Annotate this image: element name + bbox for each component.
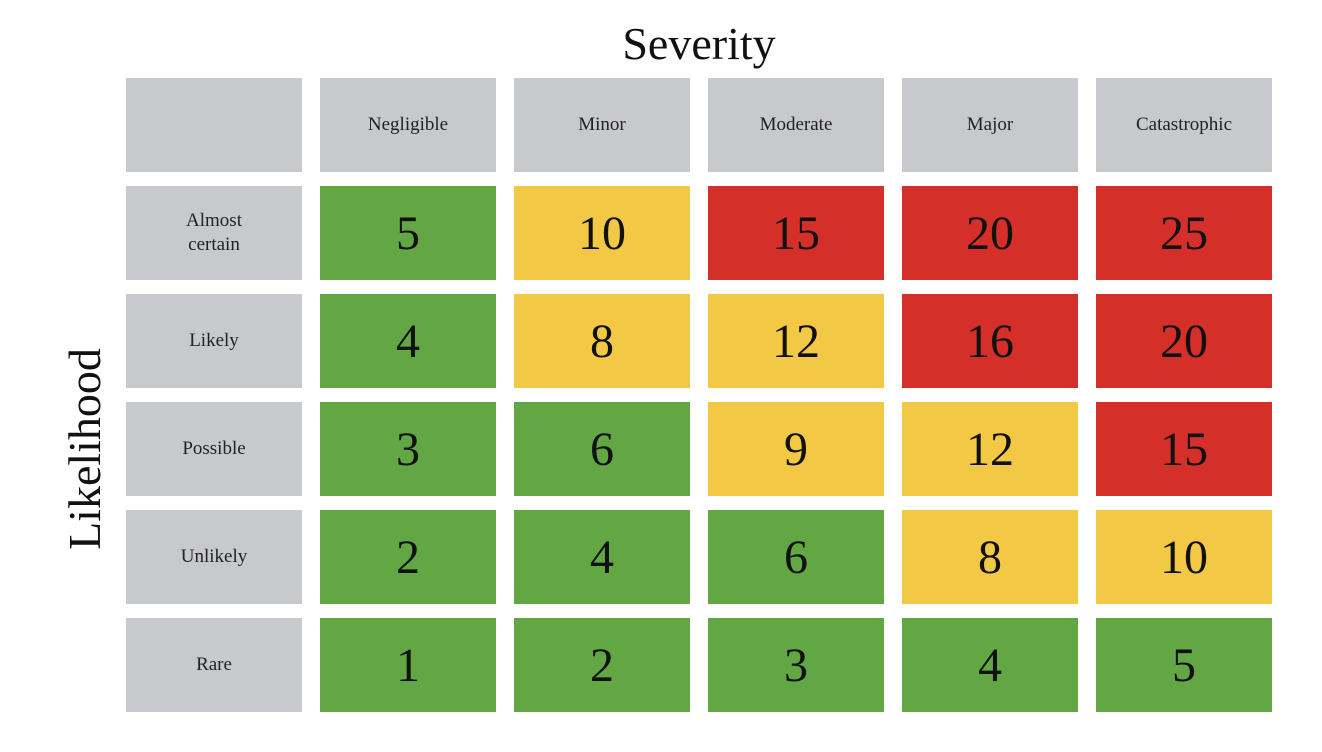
risk-score: 2	[396, 530, 420, 584]
likelihood-header-label: Almost certain	[186, 210, 242, 255]
severity-header-label: Negligible	[367, 114, 449, 135]
risk-cell-medium: 8	[514, 294, 690, 388]
severity-header-moderate: Moderate	[708, 78, 884, 172]
risk-cell-low: 4	[902, 618, 1078, 712]
risk-score: 10	[1160, 530, 1208, 584]
risk-cell-high: 15	[708, 186, 884, 280]
risk-score: 2	[590, 638, 614, 692]
risk-score: 4	[590, 530, 614, 584]
risk-cell-medium: 12	[708, 294, 884, 388]
risk-score: 4	[396, 314, 420, 368]
risk-cell-high: 20	[902, 186, 1078, 280]
severity-header-negligible: Negligible	[320, 78, 496, 172]
risk-cell-low: 4	[320, 294, 496, 388]
risk-matrix: Negligible Minor Moderate Major Catastrophic…	[126, 78, 1272, 712]
risk-score: 25	[1160, 206, 1208, 260]
risk-score: 15	[1160, 422, 1208, 476]
risk-cell-low: 3	[708, 618, 884, 712]
likelihood-header-possible: Possible	[126, 402, 302, 496]
risk-cell-medium: 9	[708, 402, 884, 496]
risk-cell-low: 4	[514, 510, 690, 604]
risk-score: 12	[772, 314, 820, 368]
severity-header-minor: Minor	[514, 78, 690, 172]
risk-score: 3	[396, 422, 420, 476]
severity-header-catastrophic: Catastrophic	[1096, 78, 1272, 172]
risk-cell-low: 5	[320, 186, 496, 280]
risk-cell-low: 2	[514, 618, 690, 712]
risk-cell-high: 16	[902, 294, 1078, 388]
risk-score: 8	[590, 314, 614, 368]
risk-cell-high: 15	[1096, 402, 1272, 496]
risk-cell-low: 2	[320, 510, 496, 604]
likelihood-header-label: Rare	[196, 654, 232, 675]
risk-cell-low: 5	[1096, 618, 1272, 712]
severity-header-label: Major	[966, 114, 1014, 135]
risk-cell-medium: 10	[1096, 510, 1272, 604]
risk-score: 4	[978, 638, 1002, 692]
risk-score: 15	[772, 206, 820, 260]
risk-score: 6	[784, 530, 808, 584]
risk-score: 9	[784, 422, 808, 476]
corner-header-cell	[126, 78, 302, 172]
likelihood-header-likely: Likely	[126, 294, 302, 388]
risk-score: 1	[396, 638, 420, 692]
risk-score: 20	[1160, 314, 1208, 368]
severity-header-major: Major	[902, 78, 1078, 172]
likelihood-header-unlikely: Unlikely	[126, 510, 302, 604]
risk-cell-medium: 10	[514, 186, 690, 280]
risk-score: 3	[784, 638, 808, 692]
severity-header-label: Catastrophic	[1135, 114, 1233, 135]
likelihood-header-label: Likely	[189, 330, 239, 351]
likelihood-axis-title: Likelihood	[59, 348, 110, 550]
risk-score: 8	[978, 530, 1002, 584]
risk-cell-low: 6	[514, 402, 690, 496]
risk-cell-low: 3	[320, 402, 496, 496]
likelihood-header-label: Unlikely	[180, 546, 248, 567]
likelihood-header-almost-certain: Almost certain	[126, 186, 302, 280]
risk-score: 16	[966, 314, 1014, 368]
risk-cell-high: 20	[1096, 294, 1272, 388]
risk-cell-low: 6	[708, 510, 884, 604]
risk-score: 20	[966, 206, 1014, 260]
risk-cell-medium: 8	[902, 510, 1078, 604]
risk-score: 10	[578, 206, 626, 260]
severity-header-label: Moderate	[759, 114, 833, 135]
likelihood-axis-title-container: Likelihood	[57, 186, 113, 712]
risk-score: 12	[966, 422, 1014, 476]
severity-header-label: Minor	[578, 114, 626, 135]
risk-score: 6	[590, 422, 614, 476]
risk-cell-low: 1	[320, 618, 496, 712]
risk-score: 5	[396, 206, 420, 260]
likelihood-header-rare: Rare	[126, 618, 302, 712]
likelihood-header-label: Possible	[182, 438, 246, 459]
risk-cell-high: 25	[1096, 186, 1272, 280]
risk-score: 5	[1172, 638, 1196, 692]
severity-axis-title: Severity	[622, 18, 776, 69]
risk-cell-medium: 12	[902, 402, 1078, 496]
